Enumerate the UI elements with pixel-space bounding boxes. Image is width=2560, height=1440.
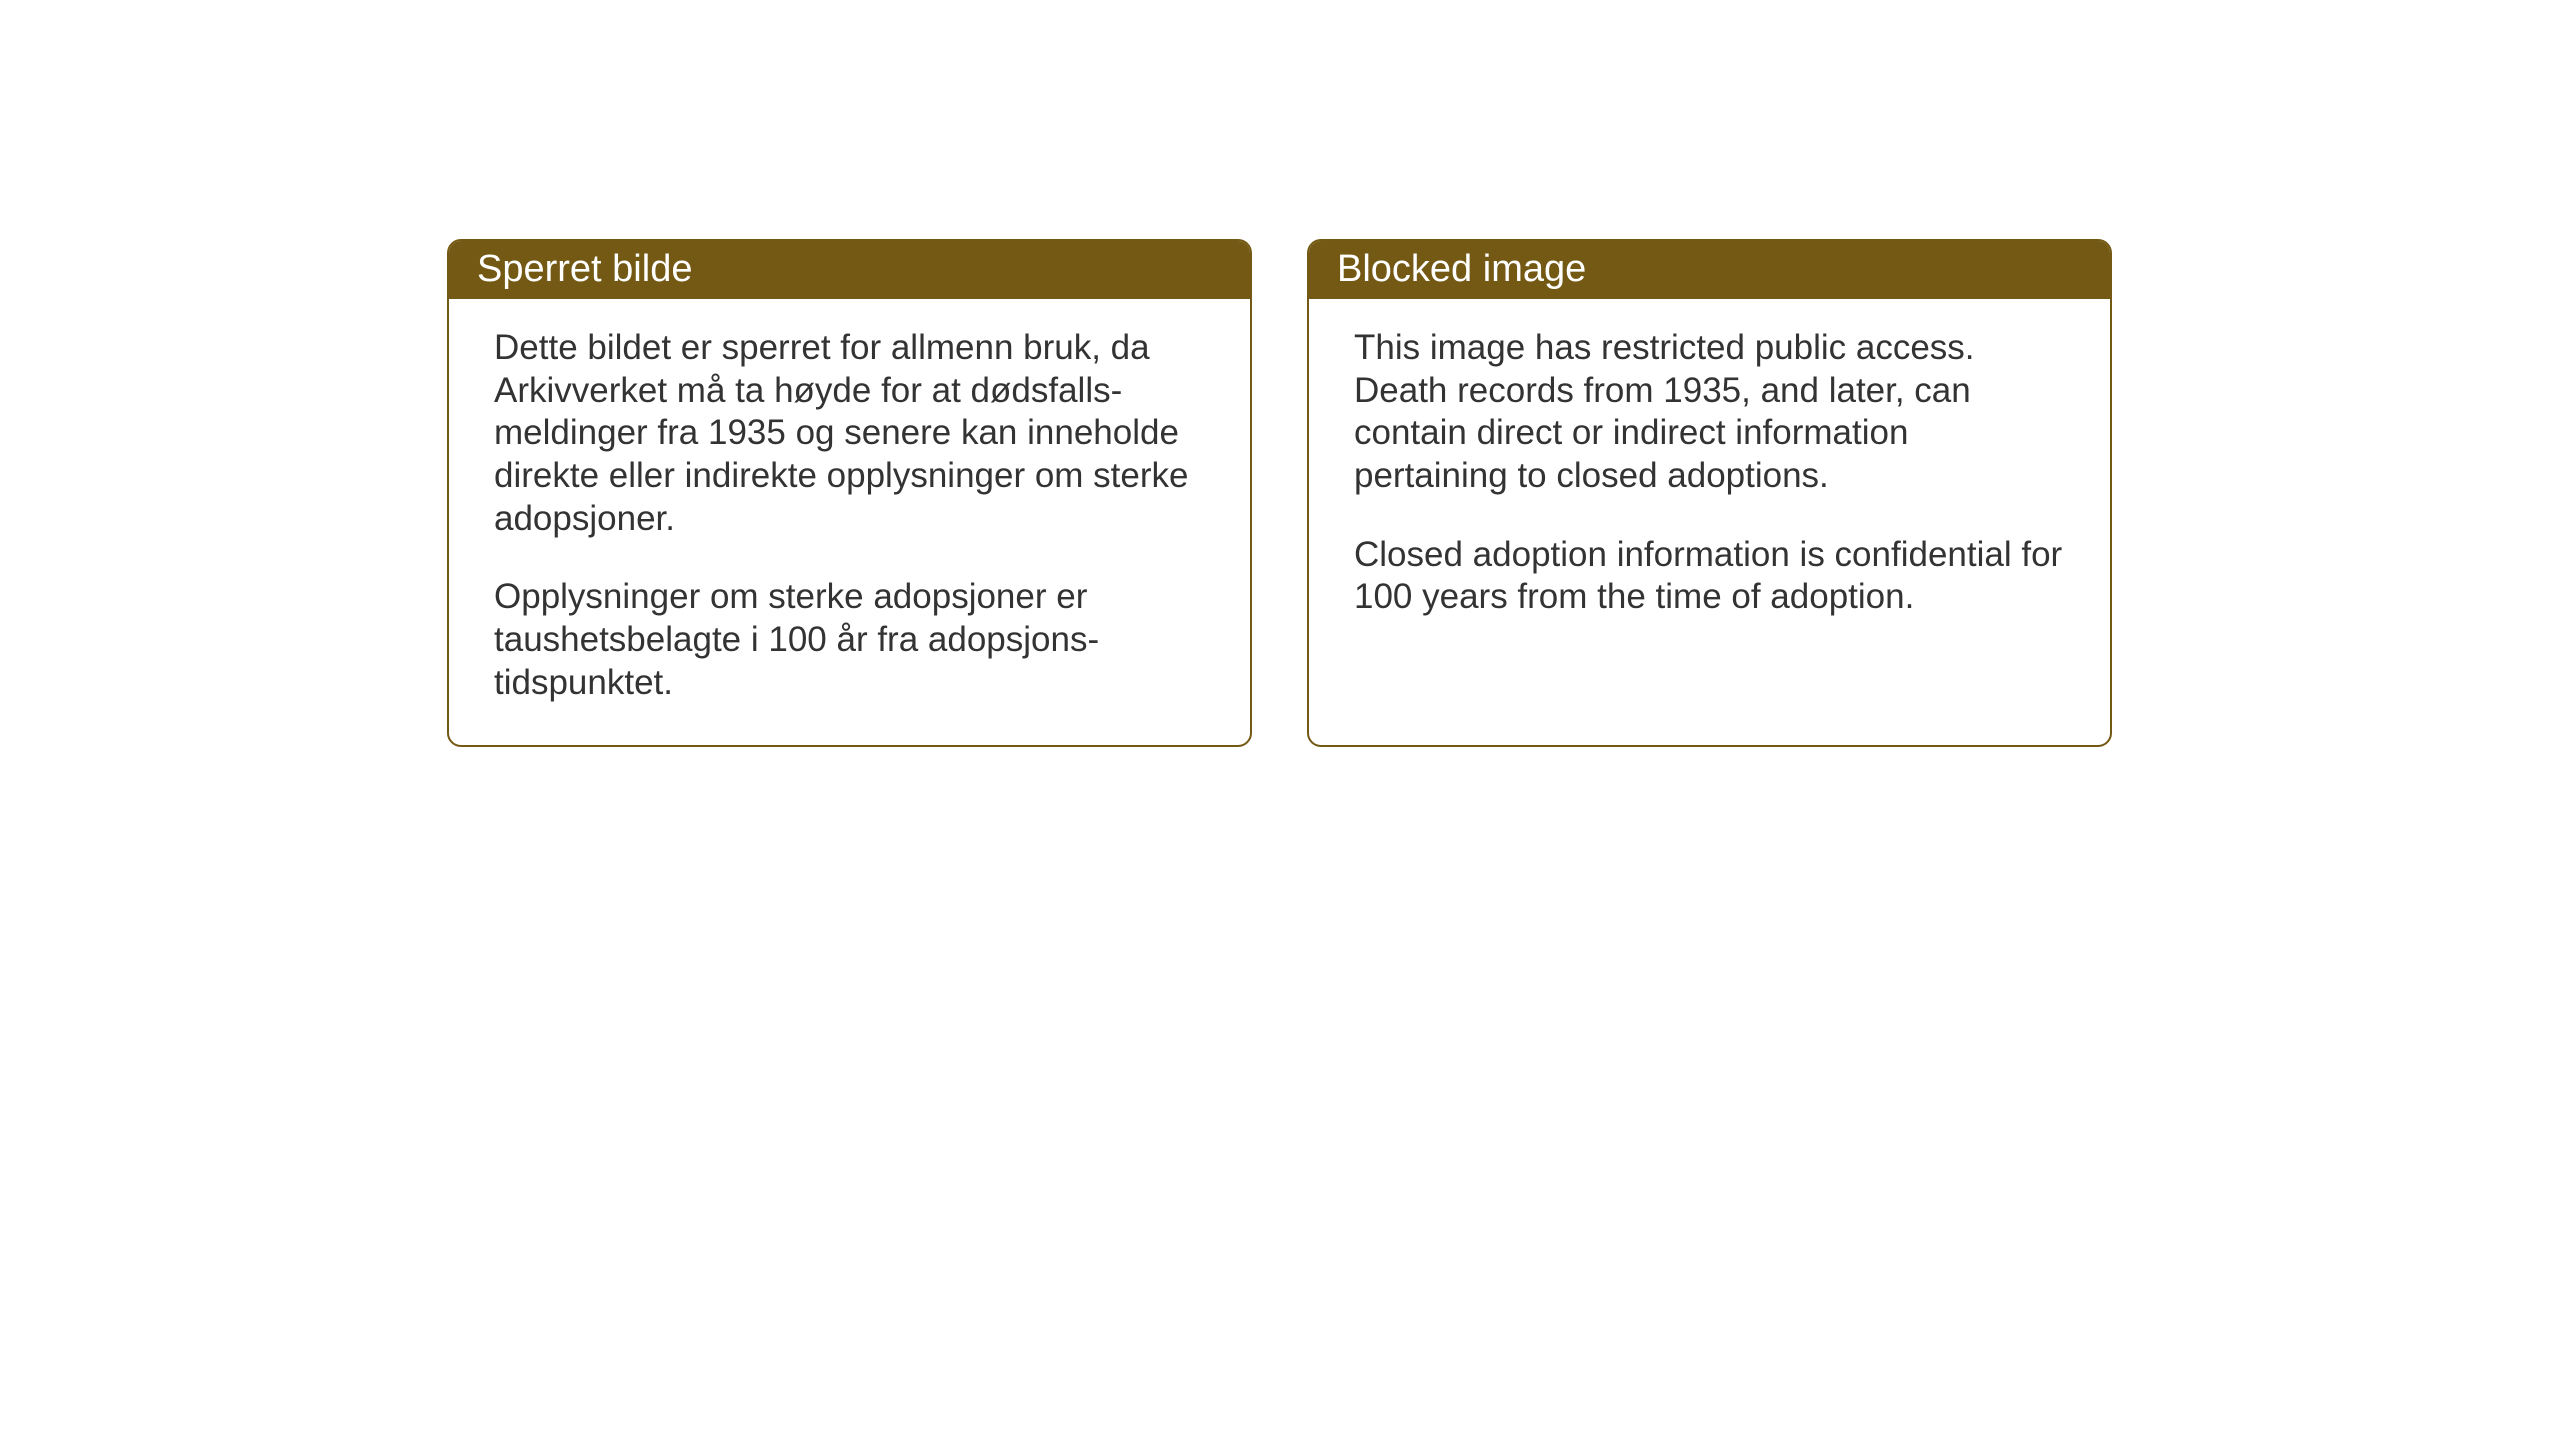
- norwegian-card: Sperret bilde Dette bildet er sperret fo…: [447, 239, 1252, 747]
- english-card: Blocked image This image has restricted …: [1307, 239, 2112, 747]
- english-paragraph-2: Closed adoption information is confident…: [1354, 534, 2065, 619]
- cards-container: Sperret bilde Dette bildet er sperret fo…: [447, 239, 2112, 747]
- english-paragraph-1: This image has restricted public access.…: [1354, 327, 2065, 498]
- norwegian-card-title: Sperret bilde: [449, 241, 1250, 299]
- norwegian-card-body: Dette bildet er sperret for allmenn bruk…: [449, 299, 1250, 745]
- norwegian-paragraph-2: Opplysninger om sterke adopsjoner er tau…: [494, 576, 1205, 704]
- english-card-body: This image has restricted public access.…: [1309, 299, 2110, 659]
- english-card-title: Blocked image: [1309, 241, 2110, 299]
- norwegian-paragraph-1: Dette bildet er sperret for allmenn bruk…: [494, 327, 1205, 540]
